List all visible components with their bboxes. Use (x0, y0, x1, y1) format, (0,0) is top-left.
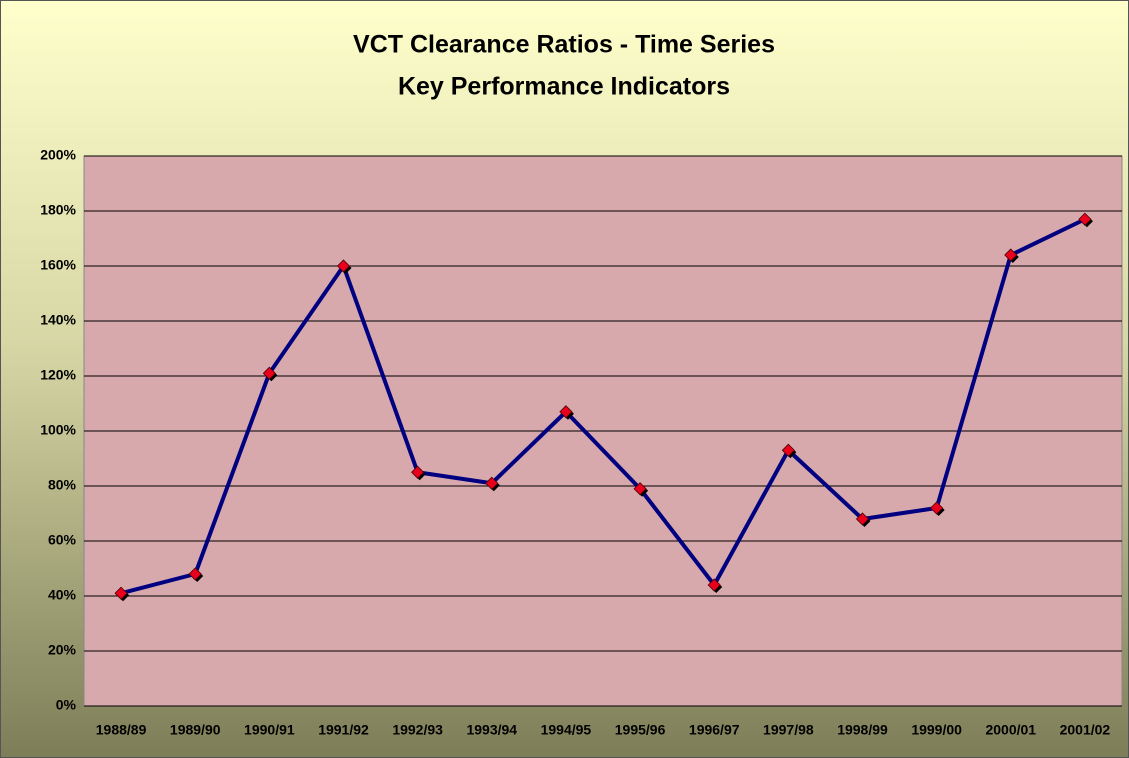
y-tick-label: 20% (48, 642, 77, 658)
x-tick-label: 1989/90 (170, 722, 221, 738)
marker (559, 405, 573, 419)
x-tick-label: 1996/97 (689, 722, 740, 738)
marker (336, 259, 351, 273)
x-tick-label: 1994/95 (541, 722, 592, 738)
x-tick-label: 1991/92 (318, 722, 369, 738)
y-tick-label: 140% (40, 312, 76, 328)
marker (930, 501, 944, 515)
marker (855, 512, 870, 526)
y-tick-label: 40% (48, 587, 77, 603)
y-tick-label: 80% (48, 477, 77, 493)
y-tick-label: 0% (56, 697, 77, 713)
y-tick-label: 100% (40, 422, 76, 438)
y-tick-label: 180% (40, 202, 76, 218)
marker (633, 482, 647, 496)
y-tick-label: 200% (40, 147, 76, 163)
x-tick-label: 1988/89 (96, 722, 147, 738)
marker (262, 366, 276, 380)
y-tick-label: 160% (40, 257, 76, 273)
marker (485, 476, 499, 490)
x-tick-label: 1999/00 (911, 722, 962, 738)
marker (781, 443, 795, 457)
x-tick-label: 1995/96 (615, 722, 666, 738)
x-tick-label: 1997/98 (763, 722, 814, 738)
x-tick-label: 2001/02 (1060, 722, 1111, 738)
y-tick-label: 120% (40, 367, 76, 383)
x-tick-label: 1998/99 (837, 722, 888, 738)
chart-title: VCT Clearance Ratios - Time Series (353, 31, 775, 59)
marker (188, 567, 202, 581)
series-line (120, 217, 1086, 596)
marker (411, 465, 425, 479)
x-tick-label: 2000/01 (985, 722, 1036, 738)
y-tick-label: 60% (48, 532, 77, 548)
x-tick-label: 1992/93 (392, 722, 443, 738)
x-tick-label: 1993/94 (466, 722, 517, 738)
marker (707, 578, 721, 592)
x-tick-label: 1990/91 (244, 722, 295, 738)
marker (114, 586, 128, 600)
chart-subtitle: Key Performance Indicators (398, 73, 730, 101)
marker (1004, 248, 1018, 262)
marker (1078, 212, 1092, 226)
